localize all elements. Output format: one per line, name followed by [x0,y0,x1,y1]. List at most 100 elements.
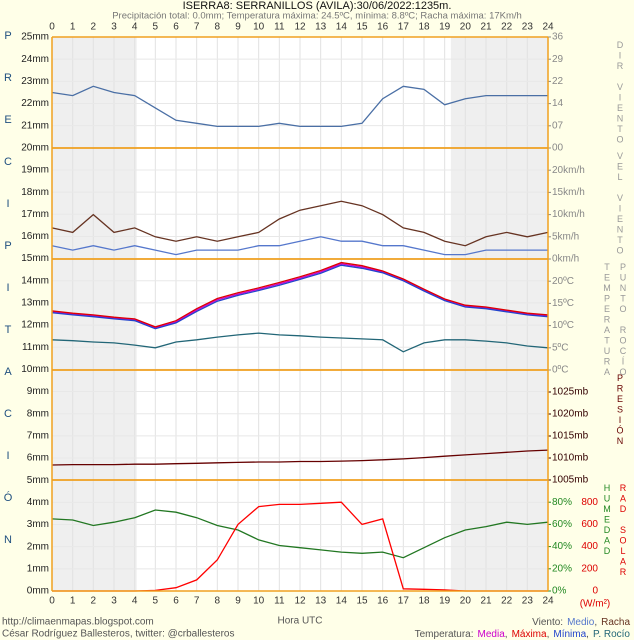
legend-entry: Mínima [553,629,586,640]
x-tick-label: 22 [501,596,513,607]
x-tick-label: 8 [215,22,221,33]
legend-entry: , [547,629,550,640]
legend-entry: Temperatura: [415,629,474,640]
y-tick-label: 22mm [21,98,49,109]
x-tick-label: 24 [542,22,554,33]
x-tick-label: 5 [153,596,159,607]
y-tick-label: 15ºC [552,298,574,309]
x-tick-label: 14 [336,596,348,607]
y-tick-label: 18mm [21,187,49,198]
x-tick-label: 7 [194,596,200,607]
x-tick-label: 20 [460,596,472,607]
y-tick-label: 8mm [27,408,49,419]
panel-label: DIR VIENTO [615,40,625,145]
x-tick-label: 0 [49,596,55,607]
x-tick-label: 16 [377,22,389,33]
panel-label: PUNTO ROCÍO [618,262,628,378]
y-tick-label: 6mm [27,453,49,464]
y-tick-label: 5ºC [552,342,568,353]
legend-entry: , [586,629,589,640]
y-tick-label: 5mm [27,475,49,486]
x-tick-label: 22 [501,22,513,33]
x-tick-label: 6 [173,596,179,607]
y-tick-label: 1005mb [552,475,589,486]
x-tick-label: 13 [315,22,327,33]
y-tick-label: 13mm [21,298,49,309]
x-tick-label: 11 [274,596,285,607]
y-tick-label: 21mm [21,120,49,131]
y-tick-label: 12mm [21,320,49,331]
y-tick-label: 14mm [21,275,49,286]
x-tick-label: 1 [70,22,76,33]
legend-entry: , [505,629,508,640]
y-tick-label: 22 [552,76,564,87]
y-tick-label: 3mm [27,519,49,530]
series-line [51,261,549,328]
x-tick-label: 3 [111,596,117,607]
y-tick-label: 15km/h [552,187,585,198]
temp-legend: Temperatura: Media, Máxima, Mínima, P. Rocío [415,629,631,640]
x-tick-label: 0 [49,22,55,33]
x-tick-label: 4 [132,22,138,33]
series-line [51,85,548,128]
y-tick-label: 2mm [27,541,49,552]
x-tick-label: 2 [91,22,97,33]
subtitle: Precipitación total: 0.0mm; Temperatura … [112,11,522,22]
x-tick-label: 13 [315,596,327,607]
x-tick-label: 10 [253,596,265,607]
y-tick-label: 36 [552,32,564,43]
layer: 0011223344556677889910101111121213131414… [2,22,628,627]
y-tick-label: 9mm [27,386,49,397]
y2-axis-title: (W/m²) [580,599,611,610]
y-tick-label: 00 [552,143,564,154]
x-tick-label: 12 [294,22,306,33]
series-line [51,200,549,247]
x-tick-label: 14 [336,22,348,33]
y2-tick-label: 200 [581,563,598,574]
y-tick-label: 0% [552,586,567,597]
series-line [51,236,548,256]
legend-entry: Media [478,629,506,640]
y-tick-label: 24mm [21,54,49,65]
x-tick-label: 6 [173,22,179,33]
series-line [51,263,549,329]
legend-entry: P. Rocío [593,629,630,640]
x-axis-title: Hora UTC [277,616,322,627]
y-tick-label: 10ºC [552,320,574,331]
x-tick-label: 20 [460,22,472,33]
y-tick-label: 0km/h [552,254,579,265]
x-tick-label: 17 [398,22,410,33]
y-tick-label: 15mm [21,253,49,264]
y-tick-label: 7mm [27,431,49,442]
y-tick-label: 40% [552,541,572,552]
x-tick-label: 15 [356,22,368,33]
x-tick-label: 8 [215,596,221,607]
x-tick-label: 18 [418,22,430,33]
layer [51,36,549,592]
legend-entry: Máxima [512,629,547,640]
y-tick-label: 1010mb [552,453,589,464]
legend-entry: , [594,617,597,628]
y-tick-label: 07 [552,120,564,131]
x-tick-label: 21 [480,596,492,607]
y-tick-label: 23mm [21,76,49,87]
y-tick-label: 25mm [21,32,49,43]
x-tick-label: 15 [356,596,368,607]
x-tick-label: 23 [522,22,534,33]
legend-entry: Viento: [532,617,563,628]
x-tick-label: 3 [111,22,117,33]
y-tick-label: 29 [552,54,564,65]
y-tick-label: 10mm [21,364,49,375]
y-tick-label: 20ºC [552,276,574,287]
y-tick-label: 16mm [21,231,49,242]
x-tick-label: 5 [153,22,159,33]
x-tick-label: 12 [294,596,306,607]
wind-legend: Viento: Medio, Racha [532,617,630,628]
x-tick-label: 9 [235,596,241,607]
x-tick-label: 16 [377,596,389,607]
legend-entry: Racha [601,617,630,628]
x-tick-label: 10 [253,22,265,33]
y-axis-title: PRECIPITACIÓN [2,30,14,576]
title: ISERRA8: SERRANILLOS (AVILA):30/06/2022:… [183,0,452,12]
y-tick-label: 10km/h [552,209,585,220]
